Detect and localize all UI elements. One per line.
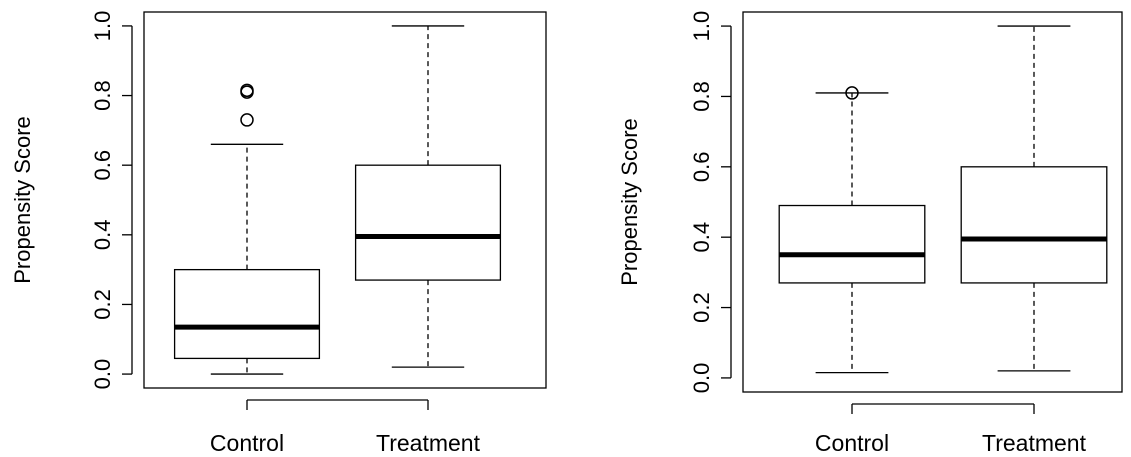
outlier-point bbox=[240, 83, 254, 98]
box-treatment bbox=[960, 25, 1108, 372]
y-tick-label: 0.2 bbox=[689, 292, 714, 323]
outlier-point bbox=[845, 86, 859, 100]
y-tick-label: 0.8 bbox=[90, 80, 115, 111]
box-control bbox=[778, 86, 926, 374]
box-control bbox=[173, 83, 321, 375]
y-axis-label: Propensity Score bbox=[10, 116, 35, 284]
box-treatment bbox=[354, 25, 502, 368]
iqr-box bbox=[354, 164, 502, 281]
plot-frame bbox=[143, 11, 547, 389]
y-tick-label: 1.0 bbox=[90, 11, 115, 42]
y-tick-label: 0.4 bbox=[689, 222, 714, 253]
panel-1: 0.0 0.2 0.4 0.6 0.8 1.0 Propensity Score Contro… bbox=[10, 11, 547, 456]
panel-2: 0.0 0.2 0.4 0.6 0.8 1.0 Propensity Score Contro… bbox=[617, 11, 1123, 456]
plot-frame bbox=[742, 11, 1123, 393]
y-tick-label: 0.0 bbox=[689, 363, 714, 394]
y-axis-label: Propensity Score bbox=[617, 118, 642, 286]
outlier-point bbox=[240, 113, 254, 127]
y-tick-label: 0.0 bbox=[90, 359, 115, 390]
y-tick-label: 1.0 bbox=[689, 11, 714, 42]
iqr-box bbox=[173, 268, 321, 360]
x-tick-label: Treatment bbox=[982, 430, 1087, 456]
x-tick-label: Treatment bbox=[376, 430, 481, 456]
y-tick-label: 0.6 bbox=[689, 152, 714, 183]
y-tick-label: 0.4 bbox=[90, 220, 115, 251]
iqr-box bbox=[960, 166, 1108, 284]
iqr-box bbox=[778, 204, 926, 284]
x-tick-label: Control bbox=[815, 430, 889, 456]
x-tick-label: Control bbox=[210, 430, 284, 456]
y-tick-label: 0.8 bbox=[689, 81, 714, 112]
y-tick-label: 0.6 bbox=[90, 150, 115, 181]
y-tick-label: 0.2 bbox=[90, 289, 115, 320]
